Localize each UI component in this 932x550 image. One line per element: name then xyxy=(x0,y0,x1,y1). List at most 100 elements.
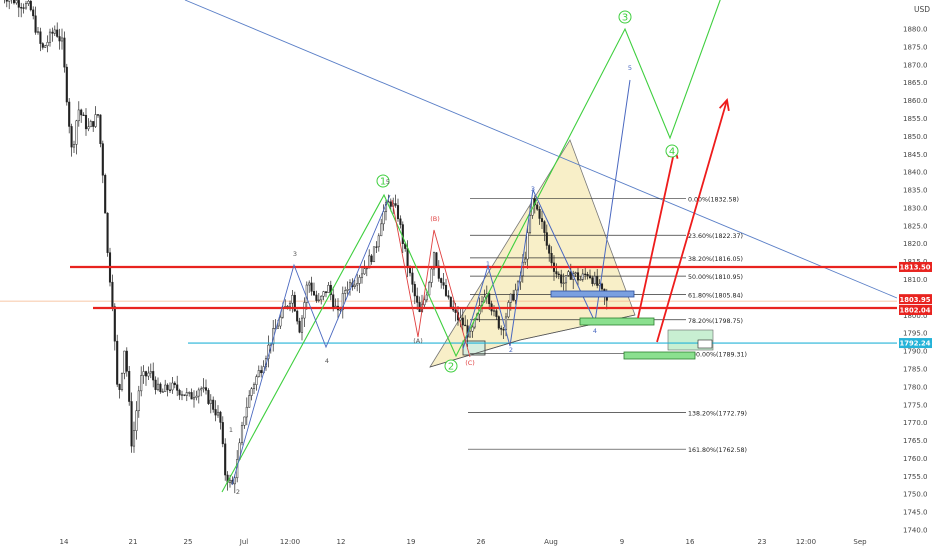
candle-body xyxy=(560,274,563,284)
candle xyxy=(22,3,25,14)
candle xyxy=(358,274,361,293)
candle xyxy=(89,119,92,128)
candle xyxy=(356,273,359,292)
candle xyxy=(279,313,282,330)
candle-body xyxy=(416,295,419,303)
candle-body xyxy=(120,372,124,390)
candle-body xyxy=(315,294,318,301)
x-tick-label: Aug xyxy=(544,538,558,546)
candle xyxy=(161,388,164,393)
red-abc-path xyxy=(391,199,471,358)
candle xyxy=(288,300,292,312)
candle xyxy=(44,44,47,48)
x-tick-label: 23 xyxy=(758,538,767,546)
candle xyxy=(394,194,397,208)
wave-label-2-blue: 2 xyxy=(509,346,513,354)
y-tick-label: 1860.0 xyxy=(903,97,928,105)
candle xyxy=(252,382,256,394)
candle xyxy=(526,226,529,269)
time-axis: 14 21 25 Jul 12:00 12 19 26 Aug 9 16 23 12:00 Sep xyxy=(60,538,868,546)
candle xyxy=(548,243,551,262)
candle-body xyxy=(252,384,256,389)
candle-body xyxy=(581,273,584,280)
candle xyxy=(495,307,498,320)
y-tick-label: 1800.0 xyxy=(903,312,928,320)
candle xyxy=(190,388,193,400)
candle-body xyxy=(39,31,42,44)
triangle-pattern xyxy=(429,139,636,368)
candle-body xyxy=(536,204,539,210)
candle-body xyxy=(132,430,136,447)
candle-body xyxy=(17,0,20,8)
candle xyxy=(545,224,548,250)
candle-body xyxy=(550,253,553,264)
fib-level-label: 138.20%(1772.79) xyxy=(688,411,747,418)
y-tick-label: 1825.0 xyxy=(903,222,928,230)
candle-body xyxy=(279,316,282,327)
candle-body xyxy=(293,294,296,312)
candle-body xyxy=(34,15,37,33)
candle xyxy=(32,6,35,20)
candle-body xyxy=(20,7,23,9)
candle xyxy=(255,374,258,391)
wave-label-4-small: 4 xyxy=(325,357,329,365)
y-tick-label: 1745.0 xyxy=(903,509,928,517)
x-tick-label: 21 xyxy=(129,538,138,546)
wave-label-3-small: 3 xyxy=(293,250,297,258)
candle xyxy=(94,106,97,129)
candle xyxy=(56,22,59,38)
candle-body xyxy=(60,37,64,42)
candle-body xyxy=(159,383,162,392)
candle xyxy=(173,381,176,389)
candle-body xyxy=(183,394,186,396)
candle xyxy=(197,387,200,404)
candle-body xyxy=(176,384,179,391)
fib-level-label: 78.20%(1798.75) xyxy=(688,318,743,325)
y-tick-label: 1840.0 xyxy=(903,169,928,177)
candle xyxy=(51,27,54,42)
candle-body xyxy=(154,379,157,390)
candle-body xyxy=(63,37,66,68)
candle xyxy=(75,119,78,155)
x-tick-label: 14 xyxy=(60,538,69,546)
candle-body xyxy=(507,302,510,318)
candle-body xyxy=(396,205,400,220)
candle xyxy=(471,324,474,338)
y-tick-label: 1850.0 xyxy=(903,133,928,141)
candle xyxy=(308,280,311,293)
candle-body xyxy=(147,372,150,377)
blue-wave-5-path xyxy=(462,79,631,350)
candle xyxy=(156,377,160,392)
candle-body xyxy=(584,273,587,275)
candle xyxy=(257,365,260,378)
x-tick-label: 25 xyxy=(184,538,193,546)
candle-body xyxy=(360,273,364,278)
price-axis: USD 1740.0 1745.0 1750.0 1755.0 1760.0 1765.0… xyxy=(897,0,932,550)
candle-body xyxy=(358,276,361,284)
x-tick-label: 12:00 xyxy=(280,538,300,546)
candle xyxy=(372,246,376,263)
candle xyxy=(84,108,88,136)
candle xyxy=(130,392,133,453)
candle-body xyxy=(221,422,224,445)
fib-level-label: 161.80%(1762.58) xyxy=(688,447,747,454)
fib-level-label: 23.60%(1822.37) xyxy=(688,233,743,240)
candle xyxy=(29,0,32,12)
candle xyxy=(512,289,515,302)
candle-body xyxy=(260,370,263,374)
candle xyxy=(168,382,172,393)
wave-label-5-blue: 5 xyxy=(628,64,632,72)
candle xyxy=(80,108,83,123)
candle-body xyxy=(596,275,599,286)
candle-body xyxy=(70,126,73,148)
candle-body xyxy=(320,295,323,301)
candle-body xyxy=(51,31,54,34)
candle xyxy=(147,366,150,381)
price-badge xyxy=(899,304,932,315)
candle-body xyxy=(365,267,368,270)
candle-body xyxy=(464,324,467,327)
candle-body xyxy=(312,291,316,296)
candle-body xyxy=(113,306,116,342)
candle xyxy=(183,394,186,397)
